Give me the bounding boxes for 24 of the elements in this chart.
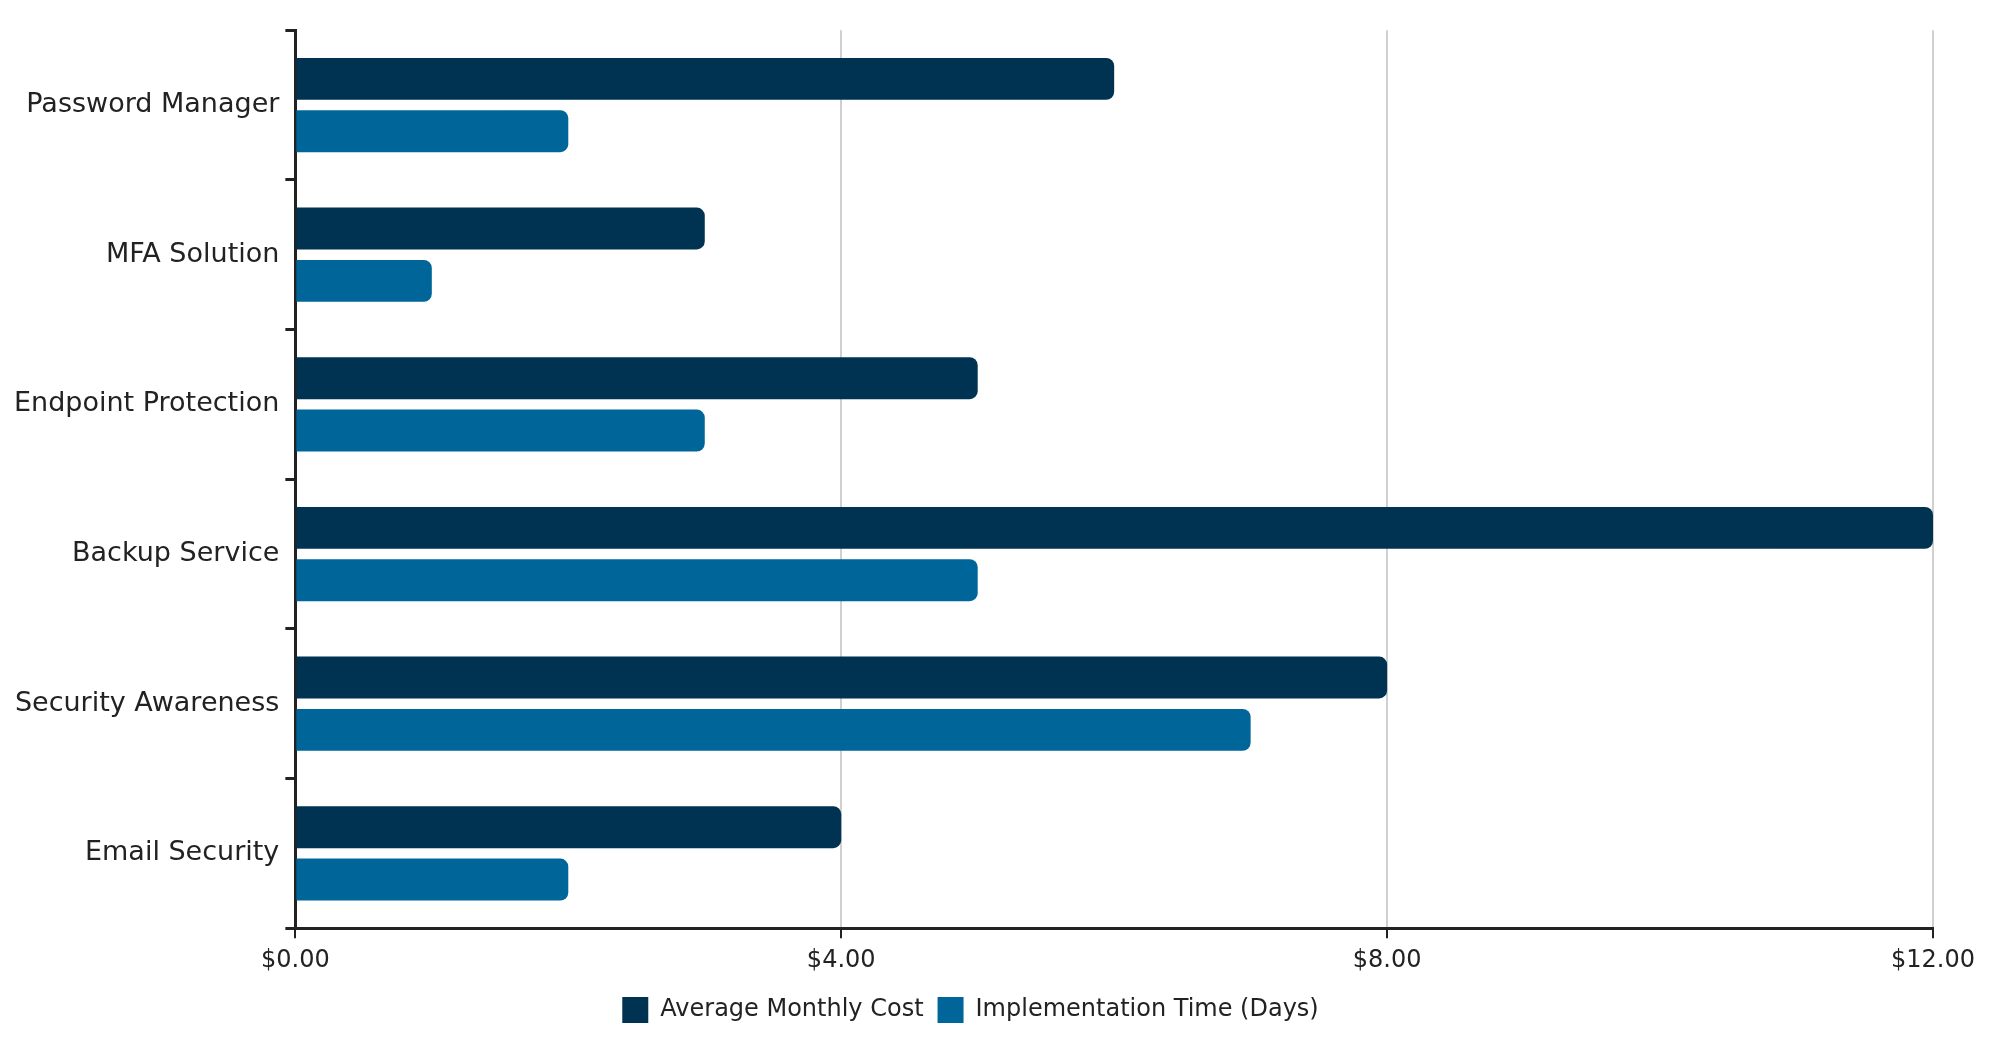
bar xyxy=(296,858,569,901)
y-tick-label: Security Awareness xyxy=(14,685,280,717)
bar xyxy=(296,409,705,452)
bar xyxy=(296,806,842,849)
bar xyxy=(296,559,978,602)
legend-label: Average Monthly Cost xyxy=(660,994,924,1023)
x-tick-label: $12.00 xyxy=(1891,944,1975,973)
bar xyxy=(296,506,1933,549)
bar xyxy=(296,656,1388,699)
bar xyxy=(296,259,432,302)
x-tick-label: $8.00 xyxy=(1352,944,1422,973)
bar xyxy=(296,708,1251,751)
x-tick-label: $4.00 xyxy=(806,944,876,973)
y-tick-label: Password Manager xyxy=(26,87,281,119)
x-tick-label: $0.00 xyxy=(260,944,330,973)
y-tick-label: Email Security xyxy=(84,835,280,867)
bar xyxy=(296,207,705,250)
y-tick-label: Endpoint Protection xyxy=(13,386,280,418)
legend-label: Implementation Time (Days) xyxy=(975,994,1319,1023)
bar xyxy=(296,57,1115,100)
bar xyxy=(296,110,569,153)
bar xyxy=(296,357,978,400)
y-tick-label: Backup Service xyxy=(72,536,280,568)
y-tick-label: MFA Solution xyxy=(105,236,280,268)
